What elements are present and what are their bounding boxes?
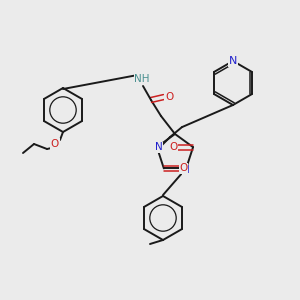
- Text: O: O: [165, 92, 173, 102]
- Text: N: N: [182, 165, 190, 176]
- Text: O: O: [169, 142, 177, 152]
- Text: N: N: [229, 56, 237, 66]
- Text: O: O: [51, 139, 59, 149]
- Text: O: O: [180, 164, 188, 173]
- Text: NH: NH: [134, 74, 150, 84]
- Text: N: N: [155, 142, 163, 152]
